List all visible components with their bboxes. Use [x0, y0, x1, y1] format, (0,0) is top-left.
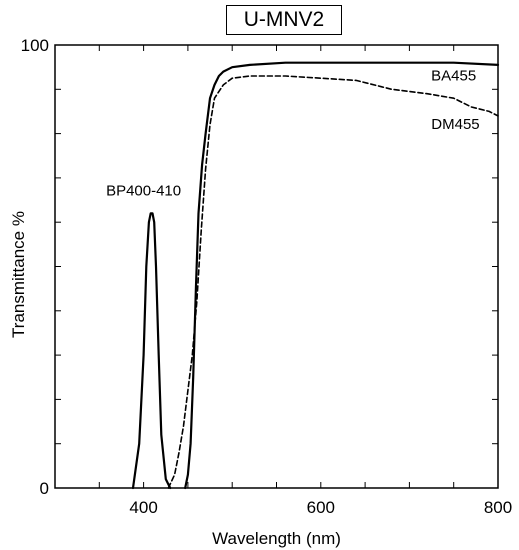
curve-label-bp400-410: BP400-410: [106, 183, 181, 200]
x-axis-label: Wavelength (nm): [212, 529, 341, 548]
chart-labels: Wavelength (nm) Transmittance % BP400-410 B…: [9, 67, 480, 548]
y-tick-label: 0: [40, 479, 49, 498]
chart-title: U-MNV2: [226, 5, 342, 35]
curve-dm455: [167, 75, 499, 489]
curve-bp400-410: [131, 212, 172, 490]
chart-curves: [131, 61, 500, 490]
x-tick-label: 400: [129, 498, 157, 517]
chart-axes: [54, 44, 499, 489]
y-axis-label: Transmittance %: [9, 211, 28, 338]
plot-frame: [54, 44, 499, 489]
chart-ticks: 400 600 800 0 100: [21, 36, 513, 517]
curve-label-dm455: DM455: [431, 116, 479, 133]
x-tick-label: 800: [484, 498, 512, 517]
curve-label-ba455: BA455: [431, 67, 476, 84]
curve-ba455: [184, 61, 500, 490]
x-tick-label: 600: [307, 498, 335, 517]
y-tick-label: 100: [21, 36, 49, 55]
